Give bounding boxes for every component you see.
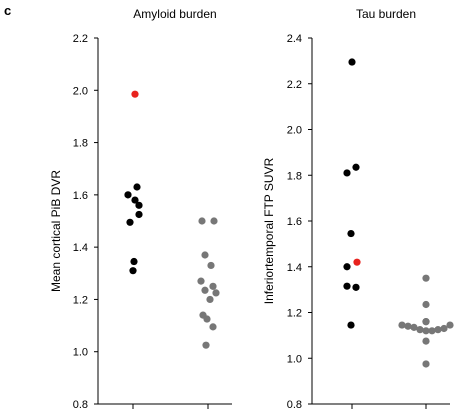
data-point-black [343,169,351,177]
data-point-black [130,257,138,266]
data-point-grey [422,300,430,309]
data-point-grey [201,251,209,259]
data-point-grey [206,295,214,304]
data-point-black [135,210,143,219]
data-point-grey [422,274,430,282]
data-point-grey [416,326,424,334]
y-tick-label: 2.0 [73,85,88,97]
data-point-grey [210,217,218,225]
data-point-grey [422,318,430,326]
data-point-grey [398,321,406,329]
data-point-black [343,282,351,290]
data-point-black [347,321,355,329]
data-point-grey [209,323,217,331]
data-point-grey [209,282,217,290]
y-tick-label: 2.2 [73,33,88,45]
data-point-grey [410,323,418,331]
data-point-black [129,267,137,275]
y-tick-label: 1.2 [73,294,88,306]
y-tick-label: 1.8 [287,170,302,182]
data-point-grey [197,277,205,285]
y-tick-label: 1.6 [73,190,88,202]
y-tick-label: 1.2 [287,308,302,320]
data-point-grey [422,360,430,368]
data-point-grey [428,327,436,335]
y-tick-label: 1.6 [287,216,302,228]
y-tick-label: 1.0 [287,353,302,365]
chart-title: Amyloid burden [133,7,216,21]
y-tick-label: 0.8 [73,399,88,411]
data-point-grey [212,289,220,297]
data-point-grey [404,322,412,330]
data-point-grey [440,324,448,333]
y-tick-label: 1.4 [73,242,88,254]
y-tick-label: 2.4 [287,33,302,45]
data-point-black [352,163,360,171]
data-point-grey [422,337,430,345]
data-point-black [131,196,139,204]
data-point-grey [207,261,215,270]
data-point-black [348,58,356,66]
data-point-red [131,90,139,98]
y-axis-label: Mean cortical PiB DVR [49,170,63,292]
data-point-grey [434,326,442,334]
data-point-black [126,218,134,226]
data-point-black [133,183,141,191]
y-tick-label: 1.0 [73,347,88,359]
data-point-black [347,229,355,238]
data-point-red [353,258,361,266]
chart-title: Tau burden [356,7,416,21]
tau-chart: Tau burden Inferiortemporal FTP SUVR 0.8 1.… [262,7,454,411]
data-point-black [343,263,351,271]
y-tick-label: 2.2 [287,79,302,91]
data-point-grey [203,315,211,323]
y-tick-label: 1.8 [73,138,88,150]
y-axis-label: Inferiortemporal FTP SUVR [262,157,276,304]
data-point-grey [202,341,210,349]
amyloid-chart: Amyloid burden Mean cortical PiB DVR 0.8 1.… [49,7,232,411]
data-point-black [352,283,360,291]
data-point-grey [446,321,454,329]
data-point-grey [422,327,430,335]
data-point-grey [201,286,209,294]
data-point-grey [198,217,206,225]
data-point-black [124,191,132,199]
y-tick-label: 0.8 [287,399,302,411]
data-point-black [135,201,143,209]
y-tick-label: 2.0 [287,125,302,137]
y-tick-label: 1.4 [287,262,302,274]
panel-label: c [4,3,12,18]
